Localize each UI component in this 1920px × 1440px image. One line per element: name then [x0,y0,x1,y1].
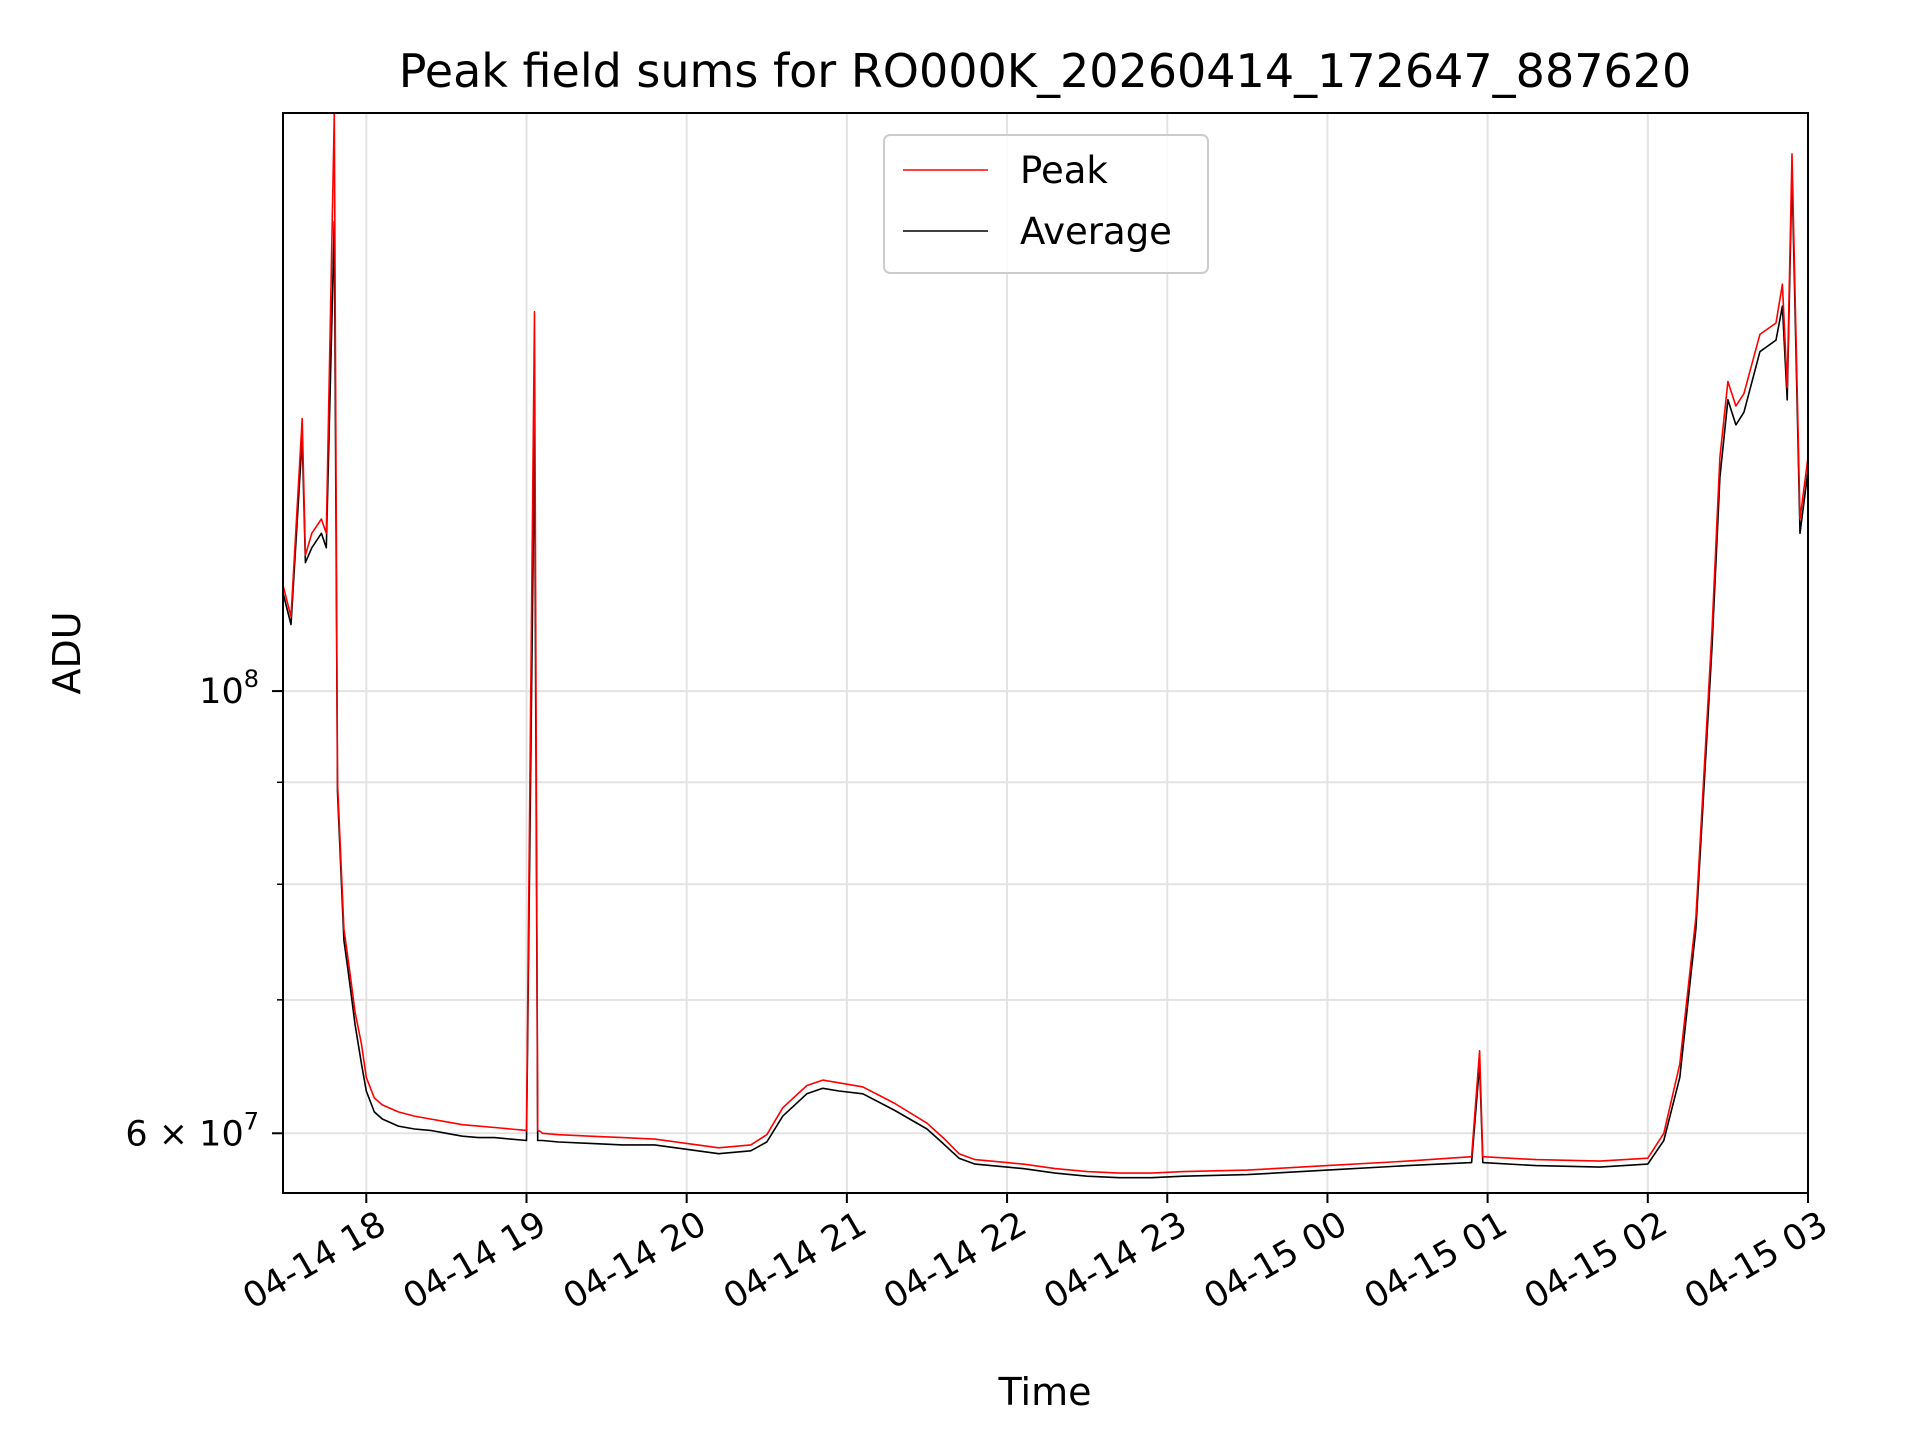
series-line-average [283,171,1808,1179]
legend: Peak Average [883,134,1209,274]
y-axis-ticks: 6 × 107 108 [125,665,283,1154]
legend-average-label: Average [1020,210,1172,253]
y-tick-label: 6 × 107 [125,1107,259,1154]
chart-title: Peak field sums for RO000K_20260414_1726… [399,44,1692,98]
series-layer [283,113,1808,1179]
y-tick-exponent: 7 [244,1107,259,1135]
series-line-peak [283,113,1808,1174]
y-tick-label: 108 [199,665,259,712]
y-axis-label: ADU [45,611,89,694]
plot-frame [282,112,1809,1194]
legend-peak-label: Peak [1020,149,1108,192]
x-axis-label: Time [998,1370,1092,1414]
y-tick-base: 10 [199,672,244,712]
y-tick-exponent: 8 [244,665,259,693]
y-tick-base: 6 × 10 [125,1114,243,1154]
